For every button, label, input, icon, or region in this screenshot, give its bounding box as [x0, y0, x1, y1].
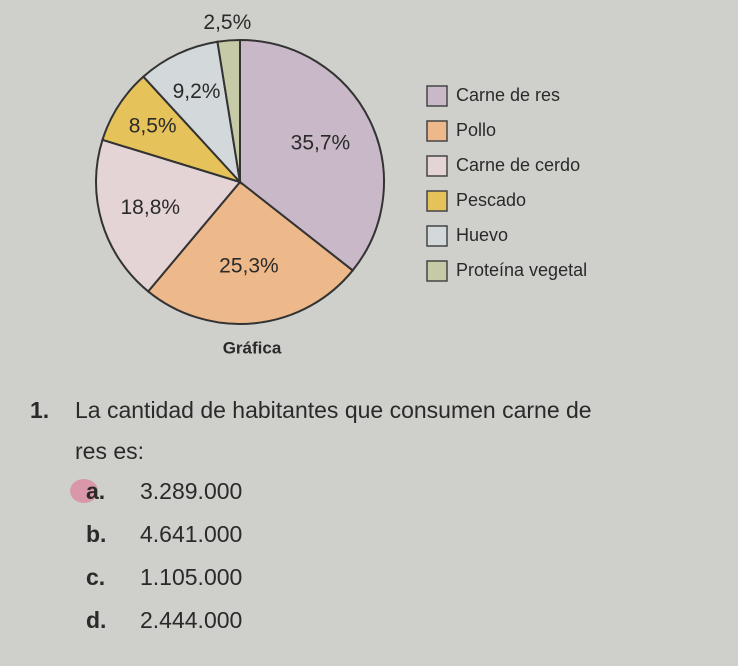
option-text: 4.641.000: [140, 521, 242, 547]
option-text: 1.105.000: [140, 564, 242, 590]
legend-swatch: [426, 225, 448, 247]
pie-slice: [239, 38, 385, 272]
answer-highlight: [70, 479, 98, 503]
legend-swatch: [426, 190, 448, 212]
slice-label: 25,3%: [219, 254, 279, 277]
slice-label: 35,7%: [291, 131, 351, 154]
legend-label: Huevo: [456, 225, 508, 245]
pie-slice: [216, 38, 241, 183]
slice-label: 8,5%: [129, 114, 177, 137]
question-text: res es:: [75, 438, 144, 464]
legend-swatch: [426, 85, 448, 107]
pie-slice: [146, 180, 355, 325]
legend-swatch: [426, 120, 448, 142]
pie-slice: [95, 138, 242, 293]
legend-label: Pollo: [456, 120, 496, 140]
option-letter: d.: [86, 607, 106, 633]
question-text: La cantidad de habitantes que consumen c…: [75, 397, 592, 423]
chart-title: Gráfica: [223, 338, 282, 357]
legend-label: Carne de res: [456, 85, 560, 105]
legend-label: Pescado: [456, 190, 526, 210]
option-letter: c.: [86, 564, 105, 590]
slice-label: 2,5%: [203, 11, 251, 34]
pie-slice: [141, 40, 242, 186]
option-letter: a.: [86, 478, 105, 504]
legend-label: Carne de cerdo: [456, 155, 580, 175]
slice-label: 18,8%: [121, 196, 181, 219]
option-text: 2.444.000: [140, 607, 242, 633]
option-letter: b.: [86, 521, 106, 547]
slice-label: 9,2%: [173, 80, 221, 103]
legend-swatch: [426, 260, 448, 282]
legend-swatch: [426, 155, 448, 177]
option-text: 3.289.000: [140, 478, 242, 504]
question-number: 1.: [30, 397, 49, 423]
legend-label: Proteína vegetal: [456, 260, 587, 280]
